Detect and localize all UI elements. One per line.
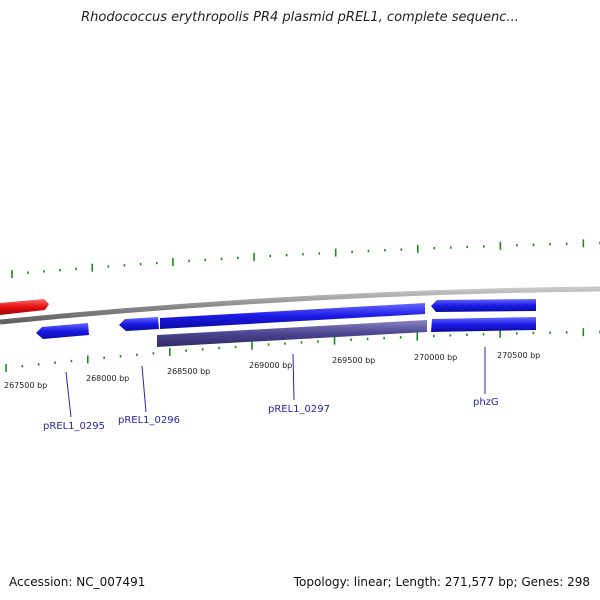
bp-position-label: 268500 bp xyxy=(167,367,210,376)
bp-position-label: 269000 bp xyxy=(249,361,292,370)
lower-scale-ticks xyxy=(5,328,600,372)
sequence-backbone xyxy=(0,286,600,325)
gene-forward-2[interactable] xyxy=(431,299,536,312)
connector-pREL1-0297 xyxy=(292,353,295,401)
bp-position-label: 268000 bp xyxy=(86,374,129,383)
cds-pREL1-0297[interactable] xyxy=(157,320,427,347)
gene-red-arrow[interactable] xyxy=(0,299,49,315)
connector-pREL1-0296 xyxy=(141,365,147,413)
gene-label-phzG[interactable]: phzG xyxy=(473,397,499,408)
gene-phzG[interactable] xyxy=(431,317,536,332)
bp-position-label: 270500 bp xyxy=(497,351,540,360)
bp-position-label: 267500 bp xyxy=(4,381,47,390)
connector-pREL1-0295 xyxy=(65,371,72,418)
gene-forward-1[interactable] xyxy=(160,303,425,329)
accession-text: Accession: NC_007491 xyxy=(9,575,146,589)
gene-label-pREL1-0296[interactable]: pREL1_0296 xyxy=(118,415,180,426)
gene-label-pREL1-0295[interactable]: pREL1_0295 xyxy=(43,421,105,432)
upper-scale-ticks xyxy=(11,239,600,278)
gene-label-pREL1-0297[interactable]: pREL1_0297 xyxy=(268,404,330,415)
summary-text: Topology: linear; Length: 271,577 bp; Ge… xyxy=(293,575,590,589)
bp-position-label: 269500 bp xyxy=(332,356,375,365)
gene-pREL1-0295[interactable] xyxy=(36,323,89,339)
map-title: Rhodococcus erythropolis PR4 plasmid pRE… xyxy=(81,10,519,25)
bp-position-label: 270000 bp xyxy=(414,353,457,362)
gene-pREL1-0296[interactable] xyxy=(119,317,159,331)
